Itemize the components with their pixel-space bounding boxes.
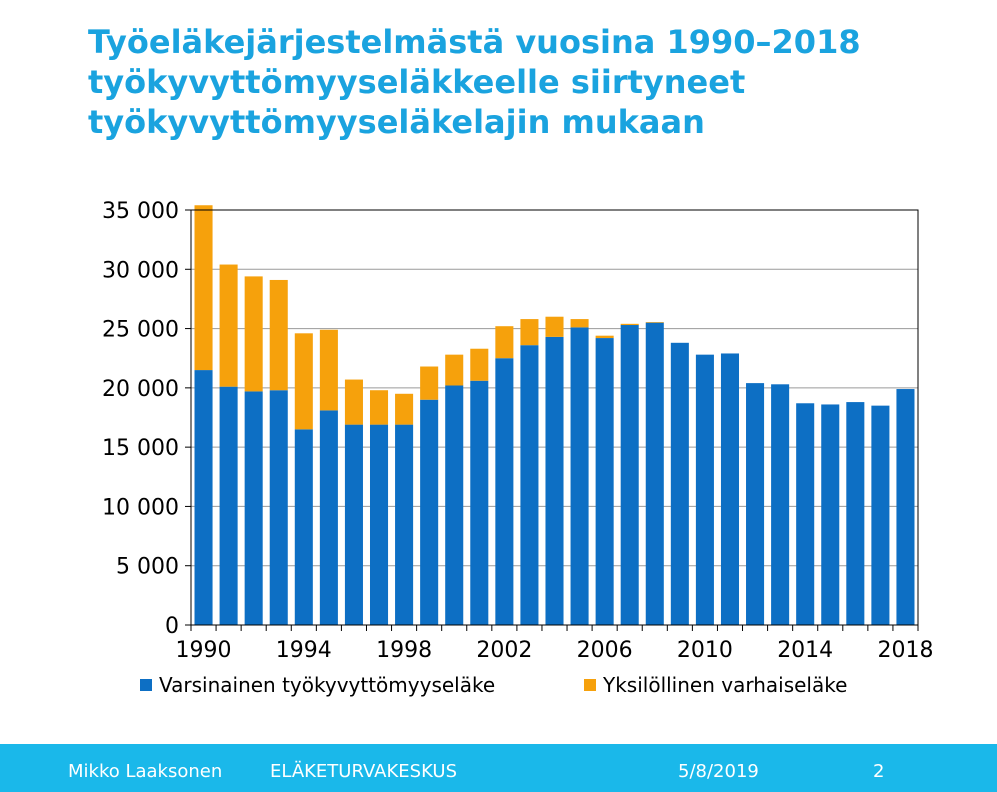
bar-segment-varsinainen bbox=[219, 386, 238, 625]
footer-organization: ELÄKETURVAKESKUS bbox=[270, 761, 457, 782]
y-tick-label: 10 000 bbox=[102, 495, 179, 520]
bar-segment-varsinainen bbox=[796, 403, 815, 625]
bar-segment-varsinainen bbox=[344, 424, 363, 625]
footer-date: 5/8/2019 bbox=[678, 761, 759, 782]
title-line-3: työkyvyttömyyseläkelajin mukaan bbox=[88, 103, 705, 141]
bar-segment-varsinainen bbox=[570, 327, 589, 625]
bar-segment-varsinainen bbox=[294, 429, 313, 625]
slide-title: Työeläkejärjestelmästä vuosina 1990–2018… bbox=[88, 22, 968, 142]
bar-segment-yksilollinen bbox=[470, 348, 489, 381]
x-tick-label: 2002 bbox=[476, 638, 532, 663]
bar-segment-varsinainen bbox=[720, 353, 740, 625]
bar-segment-varsinainen bbox=[821, 404, 840, 625]
x-tick-label: 2018 bbox=[877, 638, 933, 663]
bar-segment-yksilollinen bbox=[244, 276, 263, 392]
bar-segment-yksilollinen bbox=[420, 366, 439, 400]
bar-segment-yksilollinen bbox=[369, 390, 389, 425]
legend-label: Varsinainen työkyvyttömyyseläke bbox=[159, 673, 495, 697]
x-tick-label: 1990 bbox=[176, 638, 232, 663]
x-tick-label: 2006 bbox=[577, 638, 633, 663]
bar-segment-varsinainen bbox=[420, 399, 439, 625]
bar-segment-yksilollinen bbox=[570, 319, 589, 328]
bar-segment-varsinainen bbox=[670, 342, 689, 625]
legend-label: Yksilöllinen varhaiseläke bbox=[602, 673, 847, 697]
bar-segment-yksilollinen bbox=[445, 354, 464, 386]
x-tick-label: 1994 bbox=[276, 638, 332, 663]
y-tick-label: 5 000 bbox=[116, 555, 179, 580]
legend-swatch bbox=[140, 679, 152, 691]
bar-segment-yksilollinen bbox=[620, 323, 639, 326]
y-tick-label: 0 bbox=[165, 614, 179, 639]
bar-segment-yksilollinen bbox=[344, 379, 363, 425]
plot-frame bbox=[190, 209, 919, 626]
y-tick-label: 25 000 bbox=[102, 318, 179, 343]
x-tick-label: 2014 bbox=[777, 638, 833, 663]
y-tick-label: 30 000 bbox=[102, 258, 179, 283]
bar-segment-varsinainen bbox=[269, 390, 288, 625]
bar-segment-yksilollinen bbox=[219, 264, 238, 387]
bar-segment-yksilollinen bbox=[520, 319, 539, 346]
bar-segment-yksilollinen bbox=[395, 393, 414, 425]
bar-segment-varsinainen bbox=[244, 391, 263, 625]
legend-swatch bbox=[584, 679, 596, 691]
bar-segment-varsinainen bbox=[194, 370, 213, 625]
stacked-bar-chart: 0 5 000 10 000 15 000 20 000 25 000 30 000 35 0… bbox=[102, 199, 933, 697]
bar-segment-varsinainen bbox=[319, 410, 338, 625]
bar-segment-yksilollinen bbox=[194, 205, 213, 371]
bar-segment-varsinainen bbox=[595, 338, 614, 625]
y-tick-label: 20 000 bbox=[102, 377, 179, 402]
bar-segment-varsinainen bbox=[695, 354, 714, 625]
bar-segment-varsinainen bbox=[771, 384, 790, 625]
bar-segment-varsinainen bbox=[896, 389, 915, 625]
bar-segment-yksilollinen bbox=[269, 279, 288, 391]
bar-segment-varsinainen bbox=[395, 424, 414, 625]
bar-segment-yksilollinen bbox=[545, 316, 564, 337]
title-line-2: työkyvyttömyyseläkkeelle siirtyneet bbox=[88, 63, 746, 101]
bar-segment-varsinainen bbox=[846, 402, 865, 625]
x-tick-label: 2010 bbox=[677, 638, 733, 663]
y-tick-label: 35 000 bbox=[102, 199, 179, 224]
footer-bar: Mikko Laaksonen ELÄKETURVAKESKUS 5/8/201… bbox=[0, 744, 997, 792]
bar-segment-varsinainen bbox=[620, 325, 639, 625]
bar-segment-yksilollinen bbox=[595, 335, 614, 339]
bar-segment-yksilollinen bbox=[495, 326, 514, 359]
bar-segment-yksilollinen bbox=[294, 333, 313, 430]
bar-segment-varsinainen bbox=[746, 383, 765, 625]
bar-segment-yksilollinen bbox=[319, 329, 338, 411]
bar-segment-varsinainen bbox=[470, 380, 489, 625]
title-line-1: Työeläkejärjestelmästä vuosina 1990–2018 bbox=[88, 23, 861, 61]
bar-segment-varsinainen bbox=[495, 358, 514, 625]
bar-segment-varsinainen bbox=[520, 345, 539, 625]
bar-segment-varsinainen bbox=[445, 385, 464, 625]
y-tick-label: 15 000 bbox=[102, 436, 179, 461]
bar-segment-varsinainen bbox=[645, 322, 664, 625]
bar-segment-varsinainen bbox=[871, 405, 890, 625]
bar-segment-varsinainen bbox=[369, 424, 389, 625]
bar-segment-varsinainen bbox=[545, 336, 564, 625]
bar-segment-yksilollinen bbox=[645, 322, 664, 323]
footer-page-number: 2 bbox=[873, 761, 885, 782]
x-tick-label: 1998 bbox=[376, 638, 432, 663]
footer-author: Mikko Laaksonen bbox=[68, 761, 223, 782]
